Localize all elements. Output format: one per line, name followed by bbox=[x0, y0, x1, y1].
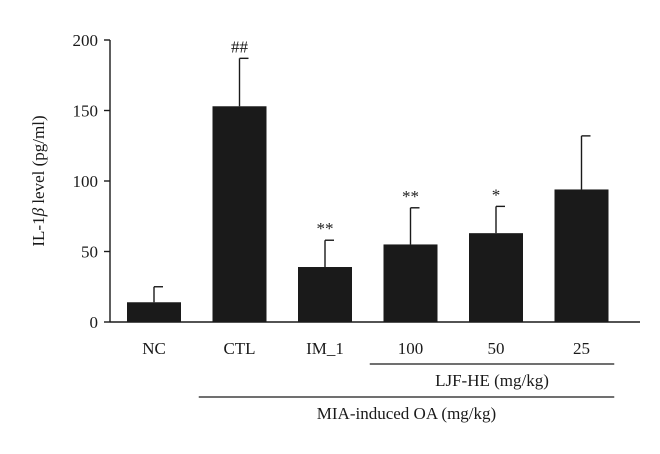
significance-marks-layer: ##**** * bbox=[231, 37, 500, 238]
category-label-100: 100 bbox=[398, 339, 424, 358]
bar-NC bbox=[127, 302, 181, 322]
category-label-25: 25 bbox=[573, 339, 590, 358]
y-tick-label: 0 bbox=[90, 313, 99, 332]
bar-100 bbox=[383, 244, 438, 322]
bar-CTL bbox=[212, 106, 267, 323]
bar-50 bbox=[469, 233, 523, 322]
category-label-CTL: CTL bbox=[223, 339, 255, 358]
y-axis: 0 50 100 150 200 bbox=[73, 31, 111, 332]
error-bars-layer bbox=[153, 57, 591, 303]
group-brackets-layer: LJF-HE (mg/kg) MIA-induced OA (mg/kg) bbox=[198, 363, 615, 423]
bar-25 bbox=[554, 189, 609, 322]
category-label-NC: NC bbox=[142, 339, 166, 358]
significance-mark: ** bbox=[317, 219, 334, 238]
significance-mark: ## bbox=[231, 37, 249, 56]
group-bracket-label: MIA-induced OA (mg/kg) bbox=[317, 404, 496, 423]
category-labels-layer: NC CTL IM_1 100 50 25 bbox=[142, 339, 590, 358]
y-axis-label: IL-1β level (pg/ml) bbox=[29, 115, 48, 246]
y-tick-label: 200 bbox=[73, 31, 99, 50]
category-label-IM_1: IM_1 bbox=[306, 339, 344, 358]
category-label-50: 50 bbox=[488, 339, 505, 358]
bar-IM_1 bbox=[298, 267, 352, 322]
y-tick-label: 150 bbox=[73, 102, 99, 121]
group-bracket-label: LJF-HE (mg/kg) bbox=[435, 371, 549, 390]
significance-mark: ** bbox=[402, 187, 419, 206]
y-tick-label: 50 bbox=[81, 243, 98, 262]
y-tick-label: 100 bbox=[73, 172, 99, 191]
significance-mark: * bbox=[492, 185, 501, 204]
bars-layer bbox=[127, 106, 609, 323]
